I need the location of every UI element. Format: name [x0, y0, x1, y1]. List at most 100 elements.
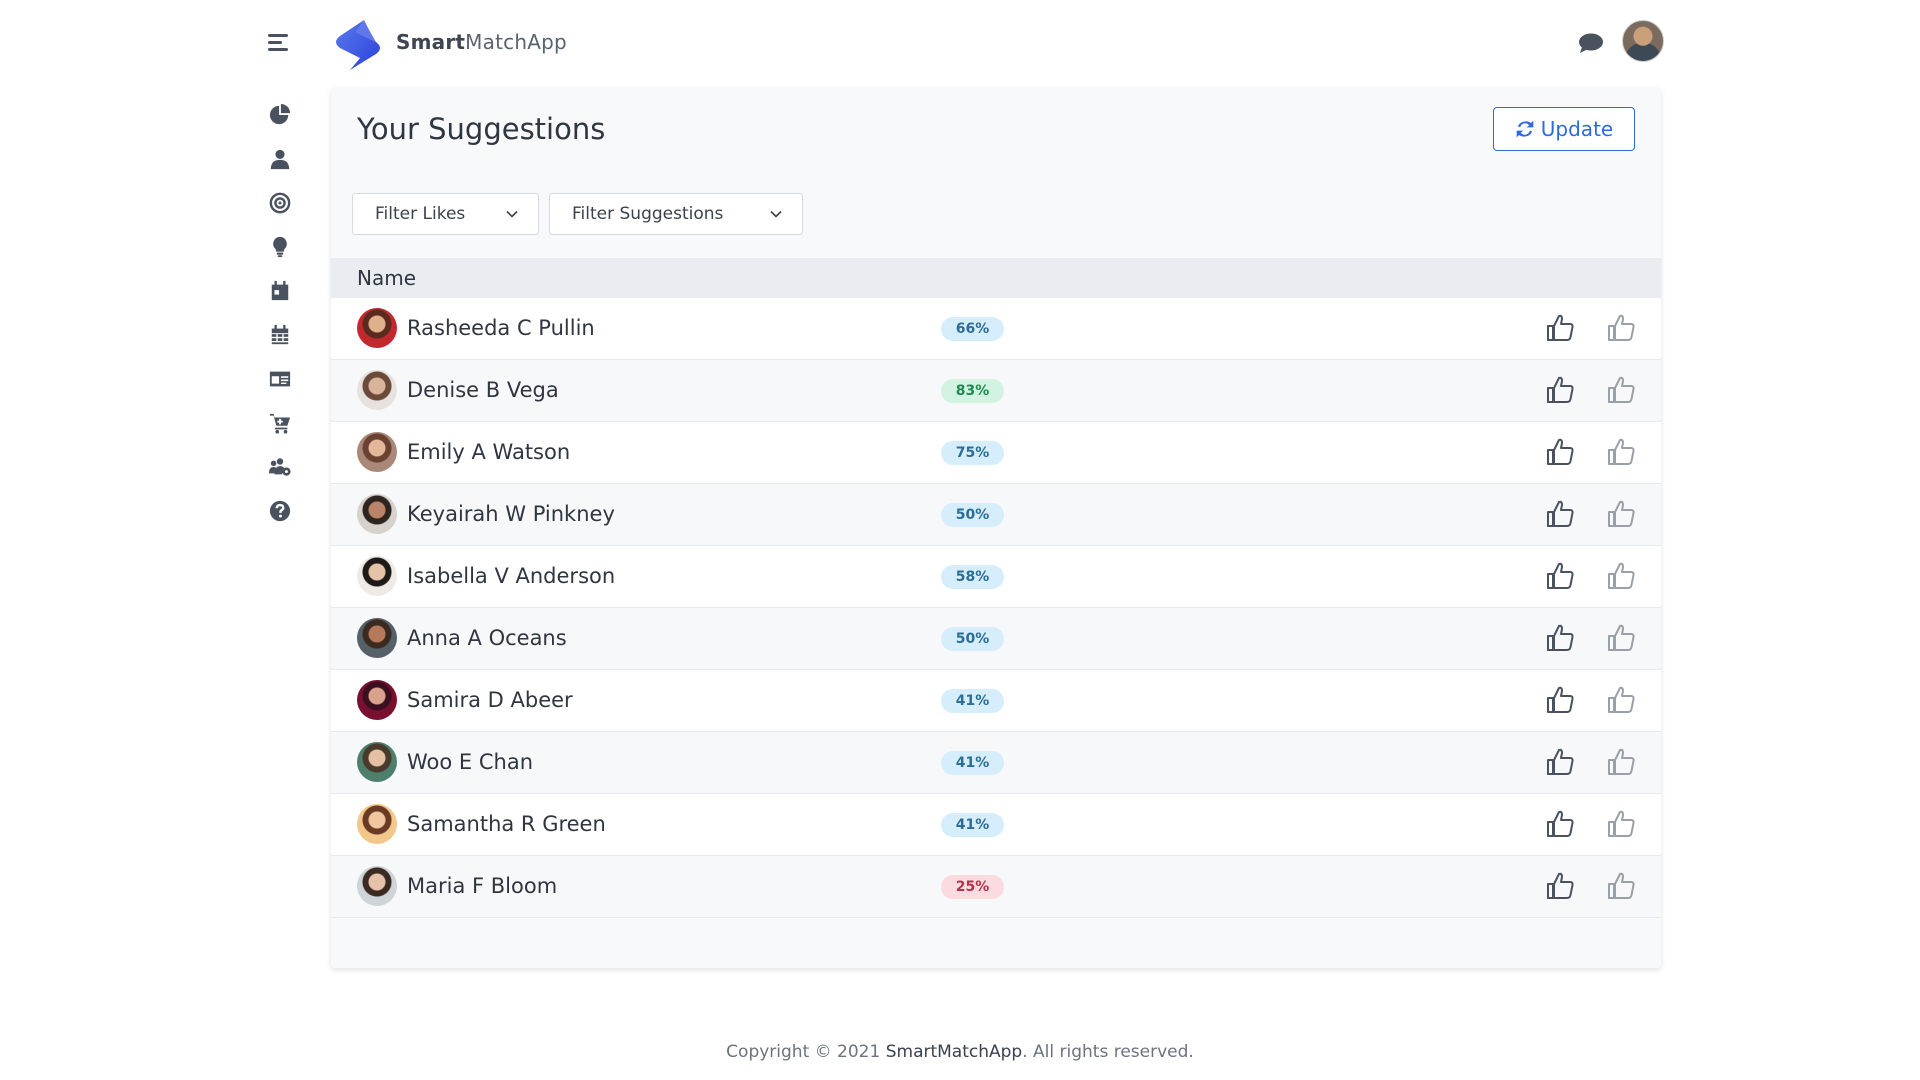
sidebar-item-events[interactable] [262, 276, 298, 306]
filter-likes-dropdown[interactable]: Filter Likes [352, 193, 539, 235]
calendar-icon [271, 324, 289, 345]
table-row: Maria F Bloom 25% [331, 856, 1661, 918]
avatar[interactable] [357, 556, 397, 596]
thumbs-up-icon[interactable] [1545, 747, 1575, 777]
match-score-badge: 50% [941, 627, 1004, 651]
table-row: Denise B Vega 83% [331, 360, 1661, 422]
thumbs-outline-icon[interactable] [1606, 747, 1636, 777]
avatar[interactable] [357, 370, 397, 410]
thumbs-outline-icon[interactable] [1606, 809, 1636, 839]
avatar[interactable] [357, 618, 397, 658]
brand-name[interactable]: SmartMatchApp [396, 30, 567, 54]
footer: Copyright © 2021 SmartMatchApp. All righ… [0, 1042, 1920, 1062]
table-body: Rasheeda C Pullin 66% Denise B Vega 83% Emil… [331, 298, 1661, 918]
sidebar-item-goals[interactable] [262, 188, 298, 218]
chevron-down-icon [770, 210, 782, 218]
suggestion-name[interactable]: Rasheeda C Pullin [407, 316, 595, 340]
thumbs-up-icon[interactable] [1545, 437, 1575, 467]
sidebar-item-calendar[interactable] [262, 320, 298, 350]
filter-likes-label: Filter Likes [375, 204, 466, 224]
sidebar-item-help[interactable] [262, 496, 298, 526]
thumbs-outline-icon[interactable] [1606, 375, 1636, 405]
avatar[interactable] [357, 308, 397, 348]
avatar[interactable] [357, 680, 397, 720]
hamburger-icon[interactable] [268, 34, 290, 52]
avatar[interactable] [357, 742, 397, 782]
suggestion-name[interactable]: Woo E Chan [407, 750, 533, 774]
thumbs-up-icon[interactable] [1545, 809, 1575, 839]
avatar[interactable] [357, 866, 397, 906]
sidebar-item-team[interactable] [262, 452, 298, 482]
id-card-icon [269, 371, 291, 387]
suggestion-name[interactable]: Maria F Bloom [407, 874, 558, 898]
thumbs-up-icon[interactable] [1545, 313, 1575, 343]
suggestion-name[interactable]: Emily A Watson [407, 440, 571, 464]
thumbs-outline-icon[interactable] [1606, 623, 1636, 653]
thumbs-outline-icon[interactable] [1606, 871, 1636, 901]
thumbs-outline-icon[interactable] [1606, 561, 1636, 591]
logo[interactable] [330, 18, 386, 72]
top-bar: SmartMatchApp [0, 0, 1920, 88]
table-header: Name [331, 258, 1661, 298]
sidebar-item-profile[interactable] [262, 144, 298, 174]
footer-prefix: Copyright © 2021 [726, 1042, 886, 1062]
footer-suffix: . All rights reserved. [1022, 1042, 1194, 1062]
avatar[interactable] [1622, 20, 1664, 62]
sidebar-item-shop[interactable] [262, 408, 298, 438]
pie-chart-icon [269, 104, 291, 125]
suggestion-name[interactable]: Keyairah W Pinkney [407, 502, 615, 526]
thumbs-outline-icon[interactable] [1606, 685, 1636, 715]
suggestions-table: Name Rasheeda C Pullin 66% Denise B Vega 83… [331, 258, 1661, 918]
refresh-icon [1516, 120, 1534, 138]
page-title: Your Suggestions [357, 112, 606, 146]
thumbs-up-icon[interactable] [1545, 499, 1575, 529]
column-header-name: Name [357, 266, 417, 290]
filter-suggestions-dropdown[interactable]: Filter Suggestions [549, 193, 803, 235]
thumbs-up-icon[interactable] [1545, 685, 1575, 715]
avatar[interactable] [357, 804, 397, 844]
sidebar-item-suggestions[interactable] [262, 232, 298, 262]
match-score-badge: 83% [941, 379, 1004, 403]
thumbs-up-icon[interactable] [1545, 623, 1575, 653]
table-row: Woo E Chan 41% [331, 732, 1661, 794]
table-row: Samantha R Green 41% [331, 794, 1661, 856]
match-score-badge: 41% [941, 813, 1004, 837]
match-score-badge: 58% [941, 565, 1004, 589]
cart-icon [269, 413, 291, 434]
table-row: Isabella V Anderson 58% [331, 546, 1661, 608]
update-label: Update [1540, 117, 1614, 141]
table-row: Keyairah W Pinkney 50% [331, 484, 1661, 546]
thumbs-outline-icon[interactable] [1606, 313, 1636, 343]
users-cog-icon [269, 458, 291, 476]
suggestion-name[interactable]: Samantha R Green [407, 812, 606, 836]
table-row: Emily A Watson 75% [331, 422, 1661, 484]
help-icon [269, 500, 291, 522]
thumbs-up-icon[interactable] [1545, 375, 1575, 405]
thumbs-up-icon[interactable] [1545, 561, 1575, 591]
filter-suggestions-label: Filter Suggestions [572, 204, 724, 224]
footer-brand[interactable]: SmartMatchApp [885, 1042, 1023, 1062]
table-row: Samira D Abeer 41% [331, 670, 1661, 732]
suggestions-card: Your Suggestions Update Filter Likes Fil… [331, 88, 1661, 968]
match-score-badge: 41% [941, 689, 1004, 713]
chat-icon[interactable] [1578, 32, 1604, 54]
sidebar-item-dashboard[interactable] [262, 100, 298, 130]
chevron-down-icon [506, 210, 518, 218]
sidebar-item-cards[interactable] [262, 364, 298, 394]
thumbs-outline-icon[interactable] [1606, 499, 1636, 529]
suggestion-name[interactable]: Isabella V Anderson [407, 564, 616, 588]
user-icon [270, 149, 290, 170]
avatar[interactable] [357, 494, 397, 534]
table-row: Anna A Oceans 50% [331, 608, 1661, 670]
suggestion-name[interactable]: Denise B Vega [407, 378, 559, 402]
avatar[interactable] [357, 432, 397, 472]
suggestion-name[interactable]: Samira D Abeer [407, 688, 573, 712]
target-icon [269, 192, 291, 214]
suggestion-name[interactable]: Anna A Oceans [407, 626, 567, 650]
thumbs-outline-icon[interactable] [1606, 437, 1636, 467]
thumbs-up-icon[interactable] [1545, 871, 1575, 901]
match-score-badge: 25% [941, 875, 1004, 899]
brand-rest: MatchApp [465, 30, 567, 54]
update-button[interactable]: Update [1493, 107, 1635, 151]
match-score-badge: 75% [941, 441, 1004, 465]
